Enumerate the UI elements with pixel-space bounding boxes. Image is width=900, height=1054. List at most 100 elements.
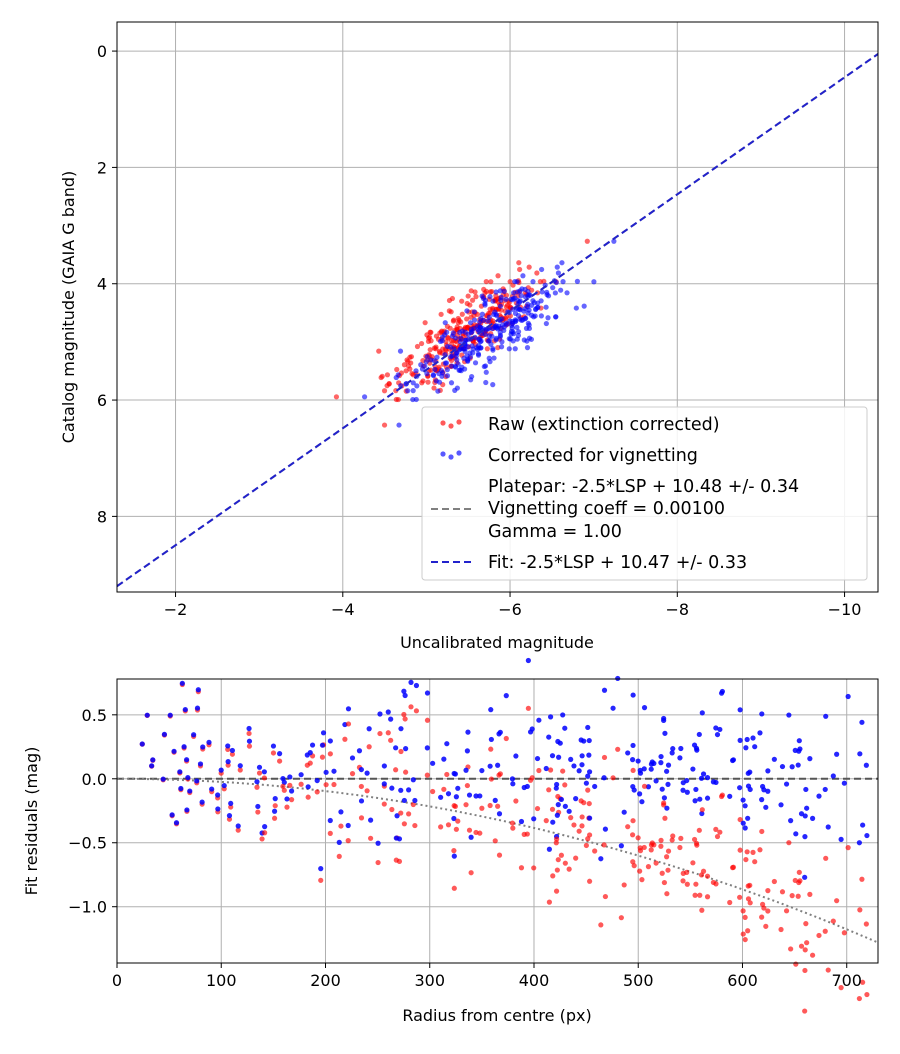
bottom-y-axis-label: Fit residuals (mag)	[22, 747, 41, 896]
corrected-residual-point	[621, 809, 627, 815]
corrected-residual-point	[665, 762, 672, 768]
corrected-residual-point	[536, 717, 542, 723]
raw-residual-point	[630, 818, 636, 824]
corrected-point	[482, 297, 489, 304]
corrected-point	[523, 325, 530, 331]
corrected-point	[526, 335, 533, 341]
raw-residual-point	[473, 829, 479, 836]
corrected-residual-point	[783, 781, 790, 787]
raw-residual-point	[759, 828, 765, 835]
bottom-reference-lines	[117, 777, 879, 944]
corrected-residual-point	[487, 763, 493, 769]
corrected-residual-point	[173, 820, 180, 826]
y-tick-label: 0.5	[82, 706, 107, 725]
corrected-point	[448, 354, 454, 360]
raw-residual-point	[737, 816, 743, 823]
x-tick-label: 200	[310, 971, 341, 990]
corrected-point	[424, 371, 430, 377]
corrected-residual-point	[585, 724, 591, 731]
raw-residual-point	[635, 835, 641, 841]
raw-residual-point	[693, 840, 700, 846]
raw-point	[488, 279, 494, 285]
raw-residual-point	[281, 787, 287, 793]
corrected-residual-point	[635, 758, 641, 764]
corrected-point	[531, 300, 537, 306]
raw-residual-point	[327, 751, 333, 757]
raw-residual-point	[496, 852, 503, 858]
corrected-residual-point	[226, 813, 233, 819]
raw-residual-point	[314, 789, 320, 795]
raw-residual-point	[571, 822, 577, 828]
corrected-point	[442, 320, 448, 326]
corrected-residual-point	[838, 836, 844, 842]
corrected-residual-point	[601, 687, 608, 693]
corrected-point	[543, 320, 549, 327]
raw-point	[459, 298, 465, 304]
raw-residual-point	[684, 869, 690, 875]
corrected-residual-point	[745, 783, 752, 789]
raw-residual-point	[358, 815, 365, 821]
corrected-residual-point	[441, 756, 447, 762]
raw-point	[483, 278, 489, 285]
corrected-residual-point	[364, 770, 370, 776]
raw-residual-point	[345, 838, 351, 844]
corrected-point	[434, 354, 440, 360]
corrected-point	[544, 289, 550, 295]
raw-point	[503, 304, 510, 310]
raw-residual-point	[543, 818, 549, 824]
raw-residual-point	[795, 893, 801, 899]
corrected-residual-point	[696, 731, 702, 738]
raw-residual-point	[783, 908, 790, 914]
raw-residual-point	[807, 891, 813, 897]
raw-residual-point	[747, 900, 753, 906]
corrected-point	[591, 279, 597, 285]
raw-point	[427, 329, 433, 335]
corrected-residual-point	[788, 818, 794, 824]
corrected-residual-point	[579, 762, 585, 768]
raw-residual-point	[525, 705, 531, 711]
raw-residual-point	[592, 848, 598, 854]
corrected-residual-point	[637, 791, 643, 797]
corrected-residual-point	[662, 730, 668, 736]
corrected-residual-point	[550, 819, 556, 825]
raw-residual-point	[665, 848, 672, 854]
raw-residual-point	[631, 863, 637, 869]
corrected-point	[560, 279, 566, 285]
corrected-residual-point	[648, 766, 654, 772]
corrected-point	[473, 345, 480, 351]
corrected-residual-point	[793, 831, 799, 837]
corrected-residual-point	[863, 762, 869, 768]
corrected-residual-point	[630, 692, 636, 698]
corrected-residual-point	[641, 705, 648, 711]
corrected-point	[490, 347, 496, 353]
corrected-point	[503, 296, 509, 302]
corrected-residual-point	[669, 750, 675, 756]
raw-residual-point	[816, 932, 822, 939]
raw-point	[584, 238, 590, 244]
corrected-residual-point	[625, 750, 631, 756]
corrected-point	[512, 346, 518, 352]
raw-residual-point	[510, 825, 516, 831]
corrected-residual-point	[677, 755, 683, 761]
corrected-point	[430, 372, 437, 379]
raw-residual-point	[802, 947, 808, 953]
corrected-residual-point	[581, 738, 587, 744]
corrected-residual-point	[592, 783, 598, 790]
corrected-residual-point	[477, 793, 483, 799]
raw-residual-point	[524, 831, 530, 837]
corrected-residual-point	[745, 815, 751, 821]
vignetting-curve	[117, 777, 879, 944]
raw-residual-point	[555, 857, 561, 863]
raw-residual-point	[375, 859, 381, 866]
corrected-residual-point	[693, 786, 699, 793]
corrected-residual-point	[410, 777, 416, 783]
corrected-residual-point	[453, 794, 459, 800]
raw-residual-point	[625, 824, 631, 830]
raw-residual-point	[237, 767, 243, 773]
corrected-residual-point	[438, 794, 444, 800]
corrected-residual-point	[413, 682, 420, 689]
corrected-residual-point	[698, 775, 705, 781]
raw-residual-point	[277, 758, 283, 764]
raw-residual-point	[602, 893, 609, 900]
corrected-residual-point	[525, 657, 531, 664]
